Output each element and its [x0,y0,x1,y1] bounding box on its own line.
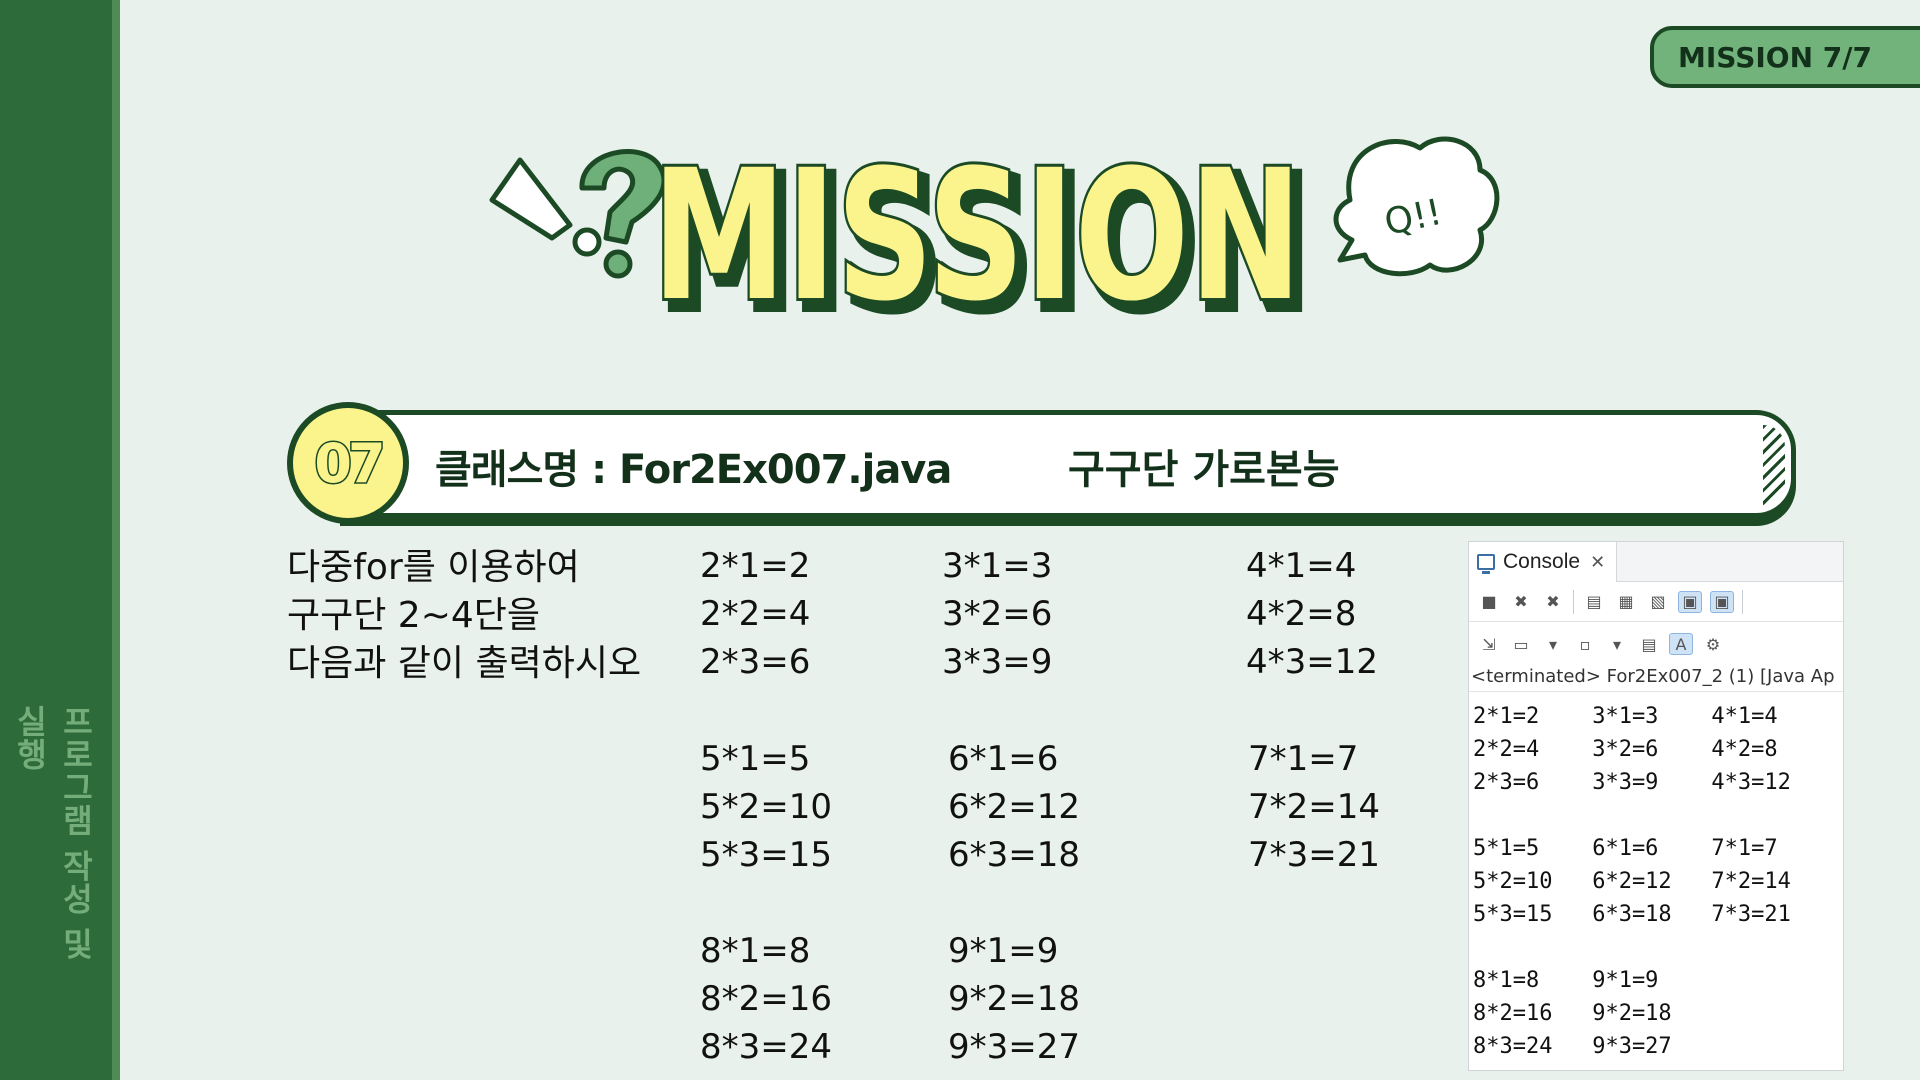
close-icon[interactable]: ✕ [1590,551,1606,572]
problem-subject: 구구단 가로본능 [1068,447,1340,493]
gugudan-line: 5*3=15 [700,835,833,875]
gugudan-line: 7*3=21 [1248,835,1381,875]
gugudan-line: 4*2=8 [1246,594,1357,634]
gugudan-column: 4*1=4 4*2=8 4*3=12 [1246,542,1378,686]
mission-title-text: MISSION [652,132,1302,330]
sidebar-label: 프로그램 작성 및 실행 [11,705,95,961]
console-panel: Console ✕ ■ ✖ ✖ ▤ ▦ ▧ ▣ ▣ ⇲ ▭ ▾ ▫ ▾ ▤ A … [1468,541,1844,1071]
gugudan-line: 5*2=10 [700,787,833,827]
gugudan-column: 7*1=7 7*2=14 7*3=21 [1248,735,1380,879]
class-name-label: 클래스명 : For2Ex007.java [435,447,952,493]
instructions: 다중for를 이용하여 구구단 2~4단을 다음과 같이 출력하시오 [287,544,687,688]
svg-text:MISSION: MISSION [660,140,1310,330]
gugudan-line: 3*3=9 [942,642,1053,682]
gugudan-line: 3*2=6 [942,594,1053,634]
chevron-down-icon[interactable]: ▾ [1548,634,1558,654]
console-toolbar: ■ ✖ ✖ ▤ ▦ ▧ ▣ ▣ [1469,582,1843,622]
gugudan-column: 6*1=6 6*2=12 6*3=18 [948,735,1080,879]
mission-title: MISSION MISSION Q!! [480,130,1500,330]
gugudan-column: 5*1=5 5*2=10 5*3=15 [700,735,832,879]
word-wrap-icon[interactable]: ▧ [1650,592,1666,611]
gear-icon[interactable]: ⚙ [1705,634,1721,654]
toolbar-separator [1742,589,1743,614]
left-sidebar-edge [112,0,120,1080]
clear-console-icon[interactable]: ▤ [1586,592,1602,611]
instruction-line: 다중for를 이용하여 [287,547,580,588]
show-stderr-icon[interactable]: ▣ [1710,590,1734,613]
instruction-line: 다음과 같이 출력하시오 [287,643,642,684]
gugudan-line: 5*1=5 [700,739,811,779]
gugudan-line: 2*3=6 [700,642,811,682]
gugudan-line: 6*3=18 [948,835,1081,875]
instruction-line: 구구단 2~4단을 [287,595,541,636]
speech-bubble-icon: Q!! [1333,136,1500,277]
console-tabbar: Console ✕ [1469,542,1843,582]
problem-number-circle: 07 [287,402,409,524]
tab-console[interactable]: Console ✕ [1469,542,1617,582]
toolbar-separator [1573,589,1574,614]
gugudan-column: 3*1=3 3*2=6 3*3=9 [942,542,1052,686]
terminate-icon[interactable]: ■ [1481,592,1497,611]
gugudan-line: 3*1=3 [942,546,1053,586]
gugudan-line: 8*1=8 [700,931,811,971]
gugudan-line: 2*2=4 [700,594,811,634]
gugudan-column: 8*1=8 8*2=16 8*3=24 [700,927,832,1071]
question-mark-icon [579,149,667,279]
copy-icon[interactable]: ▤ [1641,634,1657,654]
problem-number: 07 [313,430,387,496]
gugudan-line: 7*2=14 [1248,787,1381,827]
remove-launch-icon[interactable]: ✖ [1514,592,1528,611]
gugudan-line: 8*3=24 [700,1027,833,1067]
gugudan-line: 9*2=18 [948,979,1081,1019]
problem-bar [350,410,1796,518]
gugudan-line: 4*1=4 [1246,546,1357,586]
gugudan-line: 9*1=9 [948,931,1059,971]
console-output: 2*1=2 3*1=3 4*1=4 2*2=4 3*2=6 4*2=8 2*3=… [1473,704,1791,1059]
scroll-lock-icon[interactable]: ▦ [1618,592,1634,611]
gugudan-line: 4*3=12 [1246,642,1379,682]
pin-console-icon[interactable]: ⇲ [1482,634,1496,654]
gugudan-column: 9*1=9 9*2=18 9*3=27 [948,927,1080,1071]
gugudan-line: 6*1=6 [948,739,1059,779]
left-sidebar [0,0,120,1080]
problem-bar-hatch [1763,425,1785,505]
chevron-down-icon[interactable]: ▾ [1612,634,1622,654]
gugudan-line: 6*2=12 [948,787,1081,827]
console-tab-label: Console [1503,550,1581,573]
terminated-status: <terminated> For2Ex007_2 (1) [Java Ap [1469,664,1843,692]
open-console-icon[interactable]: ▫ [1579,634,1591,654]
gugudan-line: 7*1=7 [1248,739,1359,779]
gugudan-line: 9*3=27 [948,1027,1081,1067]
gugudan-line: 8*2=16 [700,979,833,1019]
gugudan-line: 2*1=2 [700,546,811,586]
mission-progress-badge: MISSION 7/7 [1650,26,1920,88]
exclamation-icon [489,157,602,257]
console-toolbar-2: ⇲ ▭ ▾ ▫ ▾ ▤ A ⚙ [1469,624,1843,664]
remove-all-icon[interactable]: ✖ [1546,592,1560,611]
format-icon[interactable]: A [1669,633,1693,655]
mission-title-graphic: MISSION MISSION Q!! [489,130,1500,330]
show-stdout-icon[interactable]: ▣ [1678,590,1702,613]
display-console-icon[interactable]: ▭ [1513,634,1529,654]
console-icon [1477,554,1495,574]
gugudan-column: 2*1=2 2*2=4 2*3=6 [700,542,810,686]
